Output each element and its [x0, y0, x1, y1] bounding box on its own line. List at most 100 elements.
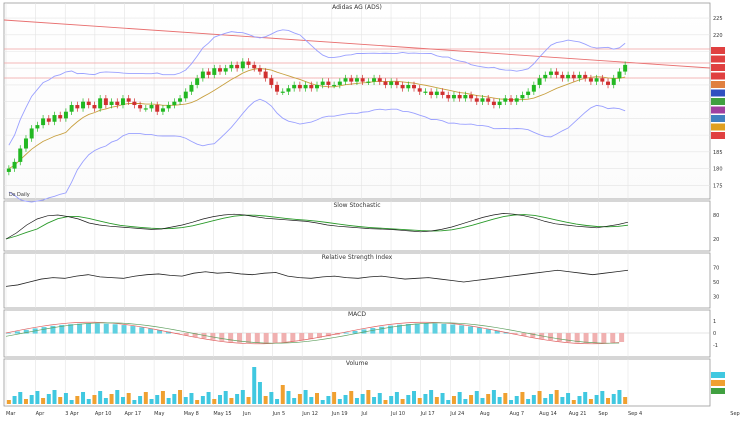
volume-bar	[554, 390, 559, 404]
volume-bar	[138, 396, 143, 404]
volume-bar	[223, 391, 228, 404]
volume-bar	[440, 393, 445, 404]
volume-bar	[349, 391, 354, 404]
volume-bar	[109, 394, 114, 404]
candle-body	[566, 74, 571, 79]
x-tick-label: May 8	[184, 411, 199, 417]
macd-histogram-bar	[379, 326, 385, 334]
candle-body	[623, 64, 628, 72]
candle-body	[491, 101, 496, 106]
volume-bar	[178, 390, 183, 404]
volume-bar	[588, 399, 593, 404]
candle-body	[189, 84, 194, 92]
price-panel	[3, 2, 711, 200]
x-tick-label: Apr	[36, 411, 46, 417]
macd-histogram-bar	[41, 327, 47, 334]
x-tick-label: Mar	[6, 411, 16, 417]
candle-body	[58, 115, 63, 119]
volume-bar	[469, 395, 474, 404]
rsi-title: Relative Strength Index	[322, 254, 393, 261]
stoch-k-line	[5, 213, 629, 240]
volume-bar	[189, 393, 194, 404]
volume-bar	[115, 390, 120, 404]
candle-body	[372, 78, 377, 82]
candle-body	[46, 118, 51, 122]
candle-body	[617, 71, 622, 79]
rsi-line	[5, 269, 629, 287]
macd-histogram-bar	[299, 333, 305, 341]
candle-body	[263, 71, 268, 79]
volume-bar	[155, 395, 160, 404]
candle-body	[520, 94, 525, 99]
macd-histogram-bar	[50, 325, 56, 334]
candle-body	[257, 68, 262, 72]
volume-bar	[75, 396, 80, 404]
candle-body	[514, 98, 519, 102]
volume-bar	[229, 398, 234, 404]
price-badge	[711, 89, 725, 97]
macd-histogram-bar	[272, 333, 278, 343]
candle-body	[354, 78, 359, 82]
macd-histogram-bar	[512, 333, 518, 335]
macd-histogram-bar	[343, 332, 349, 334]
volume-bar	[531, 395, 536, 404]
volume-bar	[257, 382, 262, 404]
stoch-d-line	[5, 214, 629, 240]
candle-body	[120, 98, 125, 106]
candle-body	[275, 84, 280, 92]
macd-histogram-bar	[308, 333, 314, 340]
volume-bar	[86, 399, 91, 404]
x-tick-label: Jun 5	[272, 411, 286, 417]
price-badge	[711, 47, 725, 54]
rsi-panel	[3, 252, 711, 309]
macd-signal-line	[5, 322, 620, 344]
volume-bar	[309, 397, 314, 404]
price-badge	[711, 98, 725, 105]
candle-body	[160, 108, 165, 112]
candle-body	[52, 115, 57, 122]
volume-bar	[606, 398, 611, 404]
macd-histogram-bar	[317, 333, 322, 338]
macd-histogram-bar	[6, 333, 11, 334]
x-tick-label: Sep	[598, 411, 607, 417]
macd-histogram-bar	[103, 323, 109, 334]
volume-bar	[292, 398, 297, 404]
macd-histogram-bar	[565, 333, 571, 343]
macd-histogram-bar	[476, 327, 482, 334]
macd-histogram-bar	[396, 324, 402, 334]
macd-histogram-bar	[94, 323, 100, 334]
volume-bar	[297, 394, 302, 404]
candle-body	[35, 125, 40, 129]
x-tick-label: May 15	[213, 411, 231, 417]
macd-histogram-bar	[441, 323, 447, 334]
volume-bar	[543, 398, 548, 404]
macd-histogram-bar	[610, 333, 616, 343]
volume-bar	[343, 395, 348, 404]
macd-histogram-bar	[601, 333, 607, 344]
volume-bar	[160, 391, 165, 404]
macd-histogram-bar	[450, 324, 456, 334]
volume-bar	[275, 399, 280, 404]
volume-bar	[212, 399, 217, 404]
macd-histogram-bar	[139, 327, 145, 334]
candle-body	[103, 98, 108, 106]
candle-body	[611, 78, 616, 85]
candle-body	[229, 64, 234, 69]
volume-bar	[143, 392, 148, 404]
candle-body	[292, 84, 297, 89]
candle-body	[63, 111, 68, 119]
volume-bar	[389, 396, 394, 404]
candle-body	[149, 105, 154, 109]
x-tick-label: Sep 4	[628, 411, 642, 417]
volume-bar	[566, 393, 571, 404]
trend-line	[3, 19, 711, 69]
volume-bar	[548, 394, 553, 404]
candle-body	[69, 105, 74, 112]
volume-bar	[583, 392, 588, 404]
volume-bar	[206, 392, 211, 404]
x-tick-label: Apr 10	[95, 411, 112, 417]
macd-histogram-bar	[530, 333, 536, 338]
macd-histogram-bar	[228, 333, 234, 342]
candle-body	[12, 161, 17, 169]
